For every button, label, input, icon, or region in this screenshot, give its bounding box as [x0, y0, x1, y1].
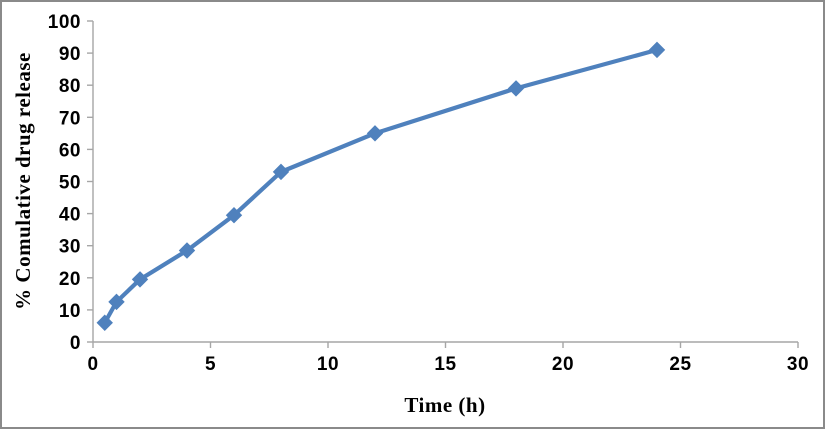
tick-labels-layer: 0 5 10 15 20 25 30 0 10 20 30 40 50 60 70 80 90 100: [48, 12, 809, 375]
x-tick-label: 5: [205, 354, 216, 375]
y-tick-label: 70: [59, 108, 81, 129]
y-tick-label: 100: [48, 12, 81, 33]
data-point: [366, 125, 384, 142]
series-line: [102, 47, 660, 325]
ticks-layer: [87, 20, 799, 348]
series-layer: [96, 41, 666, 331]
data-point: [648, 41, 666, 59]
x-tick-label: 20: [552, 354, 574, 375]
data-point: [96, 314, 113, 331]
y-tick-label: 40: [59, 205, 81, 226]
y-tick-label: 60: [59, 140, 81, 161]
data-point: [108, 293, 125, 311]
x-tick-label: 15: [434, 354, 456, 375]
data-point: [131, 271, 149, 288]
y-tick-label: 0: [70, 333, 81, 354]
y-tick-label: 10: [59, 301, 81, 322]
x-tick-label: 0: [87, 354, 98, 375]
x-tick-label: 10: [317, 354, 339, 375]
y-tick-label: 80: [59, 76, 81, 97]
y-tick-label: 50: [59, 173, 81, 194]
data-point: [272, 163, 290, 181]
axes-layer: [92, 21, 798, 343]
data-point: [507, 80, 525, 97]
x-tick-label: 30: [787, 354, 809, 375]
y-tick-label: 90: [59, 44, 81, 65]
x-tick-label: 25: [669, 354, 691, 375]
data-point: [178, 242, 196, 259]
x-axis-title: Time (h): [404, 393, 485, 417]
y-tick-label: 30: [59, 237, 81, 258]
data-point: [225, 206, 243, 224]
y-tick-label: 20: [59, 269, 81, 290]
y-axis-title: % Comulative drug release: [11, 52, 35, 310]
